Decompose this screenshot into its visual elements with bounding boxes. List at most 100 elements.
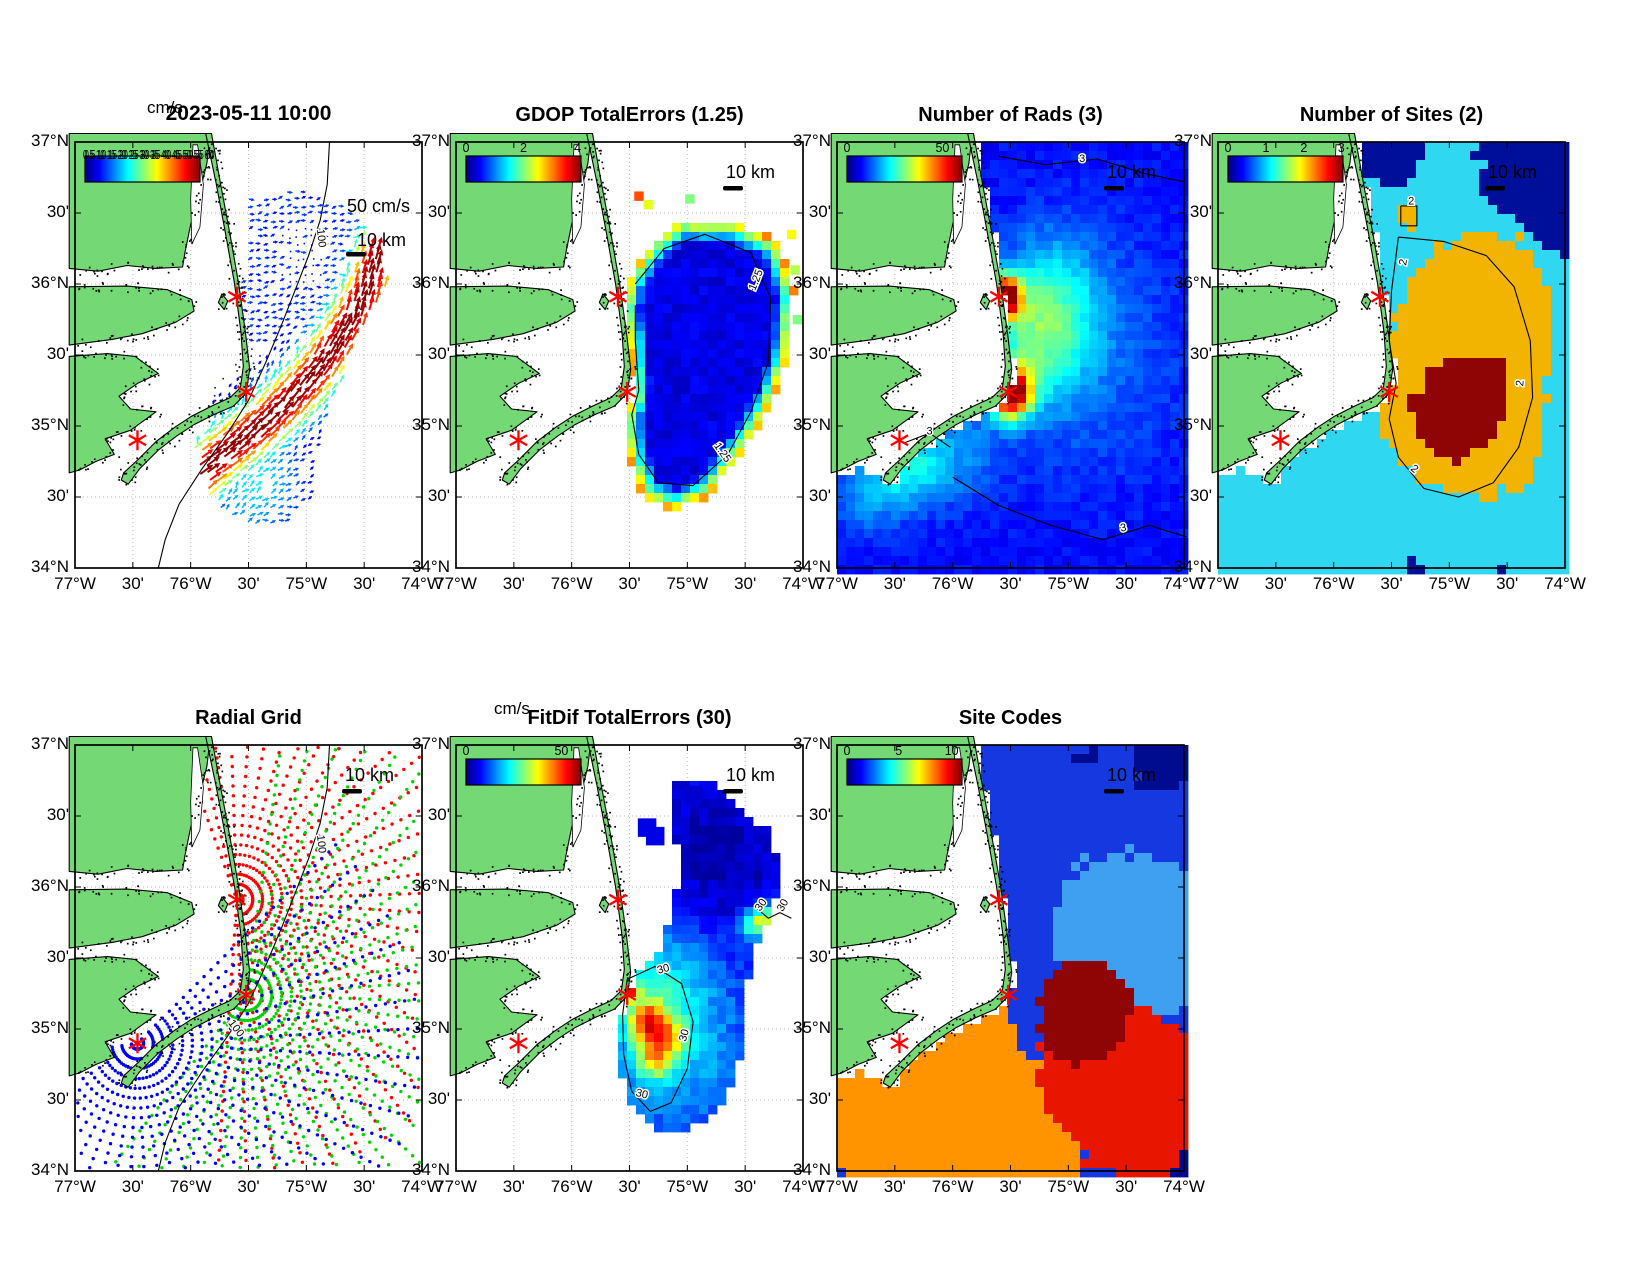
km-scale-label: 10 km: [1107, 765, 1156, 785]
radar-site-star: [509, 430, 528, 451]
panel-nsites: Number of Sites (2) 2 2 2 2 0 1 2 3 10 km 37°N 30…: [1174, 104, 1586, 593]
radar-site-star: [618, 381, 637, 402]
axis-tick-label-lon: 77°W: [435, 574, 477, 593]
axis-tick-label-lat: 35°N: [31, 1018, 69, 1037]
axis-tick-label-lat: 35°N: [793, 1018, 831, 1037]
axis-tick-label-lon: 30': [734, 1177, 757, 1196]
coastline-speckles: [839, 143, 1018, 486]
axis-tick-label-lon: 76°W: [169, 574, 212, 593]
panel-rads: Number of Rads (3) 3 3 3 0 50 10 km 37°N 30' 36…: [793, 104, 1205, 593]
axis-tick-label-lon: 30': [999, 574, 1022, 593]
coastline-speckles: [458, 143, 637, 486]
scale-bar: [1485, 186, 1505, 191]
axis-tick-label-lon: 76°W: [550, 574, 593, 593]
km-scale-label: 10 km: [726, 765, 775, 785]
axis-tick-label-lat: 30': [1189, 202, 1212, 221]
radialgrid-data-layer: [76, 745, 422, 1170]
scale-bar: [342, 789, 362, 794]
colorbar-group: 0 2 4: [463, 141, 582, 183]
contour-line: [903, 432, 951, 448]
colorbar-tick-label: 0: [844, 744, 851, 758]
axes-frame: [836, 744, 1185, 1172]
axis-tick-label-lat: 30': [46, 202, 69, 221]
colorbar: [465, 758, 582, 786]
panel-gdop: GDOP TotalErrors (1.25) 1.25 1.25 0 2 4 10 km…: [412, 104, 824, 593]
axes-frame: [1217, 141, 1566, 569]
scale-bar: [1104, 186, 1124, 191]
isobath-contour: [157, 744, 331, 1172]
contour-label: 3: [1119, 522, 1127, 535]
colorbar-tick-label: 0: [844, 141, 851, 155]
gdop-data-layer: [627, 191, 803, 512]
km-scale-label: 10 km: [345, 765, 394, 785]
colorbar-group: 0 5 10 15 20 25 30 35 40 45 50 55 600 5 …: [83, 147, 215, 183]
axis-tick-label-lon: 30': [502, 1177, 525, 1196]
colorbar-tick-label: 3: [1338, 141, 1345, 155]
radar-site-star: [618, 984, 637, 1005]
scale-bar: [723, 186, 743, 191]
colorbar-tick-label: 10: [945, 744, 959, 758]
axis-tick-label-lat: 34°N: [31, 1160, 69, 1179]
site-markers: [509, 889, 637, 1054]
axis-tick-label-lat: 37°N: [412, 131, 450, 150]
isobath-label: 100: [314, 834, 328, 854]
axis-tick-label-lon: 77°W: [54, 574, 96, 593]
contour-line: [631, 233, 772, 487]
contour-line: [1388, 236, 1534, 498]
rads-map: 3 3 3 0 50 10 km: [830, 132, 1189, 575]
colorbar: [846, 155, 963, 183]
radar-site-star: [128, 430, 147, 451]
panel-radialgrid: Radial Grid 100 100 10 km 37°N 30' 36°N 30' 35…: [31, 707, 443, 1196]
coastline-speckles: [1220, 143, 1399, 486]
axis-tick-label-lon: 30': [121, 1177, 144, 1196]
axis-tick-label-lon: 30': [502, 574, 525, 593]
colorbar-tick-label: 2: [1300, 141, 1307, 155]
colorbar-tick-labels-garbled: 0 5 10 15 20 25 30 35 40 45 50 55 60: [83, 147, 213, 162]
colorbar-group: 0 50: [463, 744, 582, 786]
radar-site-star: [890, 430, 909, 451]
radar-site-star: [608, 889, 628, 910]
radar-site-star: [227, 286, 247, 307]
radar-site-star: [999, 381, 1018, 402]
axis-tick-label-lon: 30': [353, 574, 376, 593]
colorbar-units-label: cm/s: [494, 699, 530, 718]
panel-title: GDOP TotalErrors (1.25): [515, 104, 744, 126]
axis-tick-label-lat: 30': [46, 805, 69, 824]
scale-group: 10 km: [1485, 162, 1537, 191]
axis-tick-label-lat: 37°N: [31, 131, 69, 150]
axis-tick-label-lat: 30': [46, 344, 69, 363]
colorbar-units-label: cm/s: [147, 98, 183, 117]
axis-tick-label-lon: 75°W: [1047, 574, 1090, 593]
axis-tick-label-lat: 30': [46, 947, 69, 966]
axis-tick-label-lon: 77°W: [816, 574, 858, 593]
axis-tick-label-lon: 75°W: [285, 574, 328, 593]
site-markers: [128, 889, 256, 1054]
axes-frame: [74, 744, 423, 1172]
axis-tick-label-lat: 30': [427, 805, 450, 824]
radar-site-star: [227, 889, 247, 910]
panel-title: Site Codes: [958, 707, 1063, 729]
km-scale-label: 10 km: [726, 162, 775, 182]
isobath-contour: [157, 141, 331, 569]
fitdif-data-layer: [618, 781, 781, 1133]
scale-bar: [1104, 789, 1124, 794]
contour-label: 30: [677, 1028, 692, 1043]
axis-tick-label-lat: 30': [46, 486, 69, 505]
colorbar-group: 0 1 2 3: [1225, 141, 1345, 183]
axis-tick-label-lat: 35°N: [1174, 415, 1212, 434]
contour-label: 3: [926, 426, 932, 438]
axis-tick-label-lat: 36°N: [793, 273, 831, 292]
contour-line: [998, 155, 1185, 183]
axis-tick-label-lat: 34°N: [793, 557, 831, 576]
contour-label: 30: [656, 962, 671, 977]
isobath-label: 100: [314, 228, 328, 248]
scale-bar: [723, 789, 743, 794]
axis-tick-label-lon: 77°W: [816, 1177, 858, 1196]
colorbar: [84, 155, 201, 183]
radar-site-star: [890, 1033, 909, 1054]
axis-tick-label-lon: 74°W: [1544, 574, 1586, 593]
axis-tick-label-lat: 30': [427, 344, 450, 363]
colorbar: [1227, 155, 1344, 183]
